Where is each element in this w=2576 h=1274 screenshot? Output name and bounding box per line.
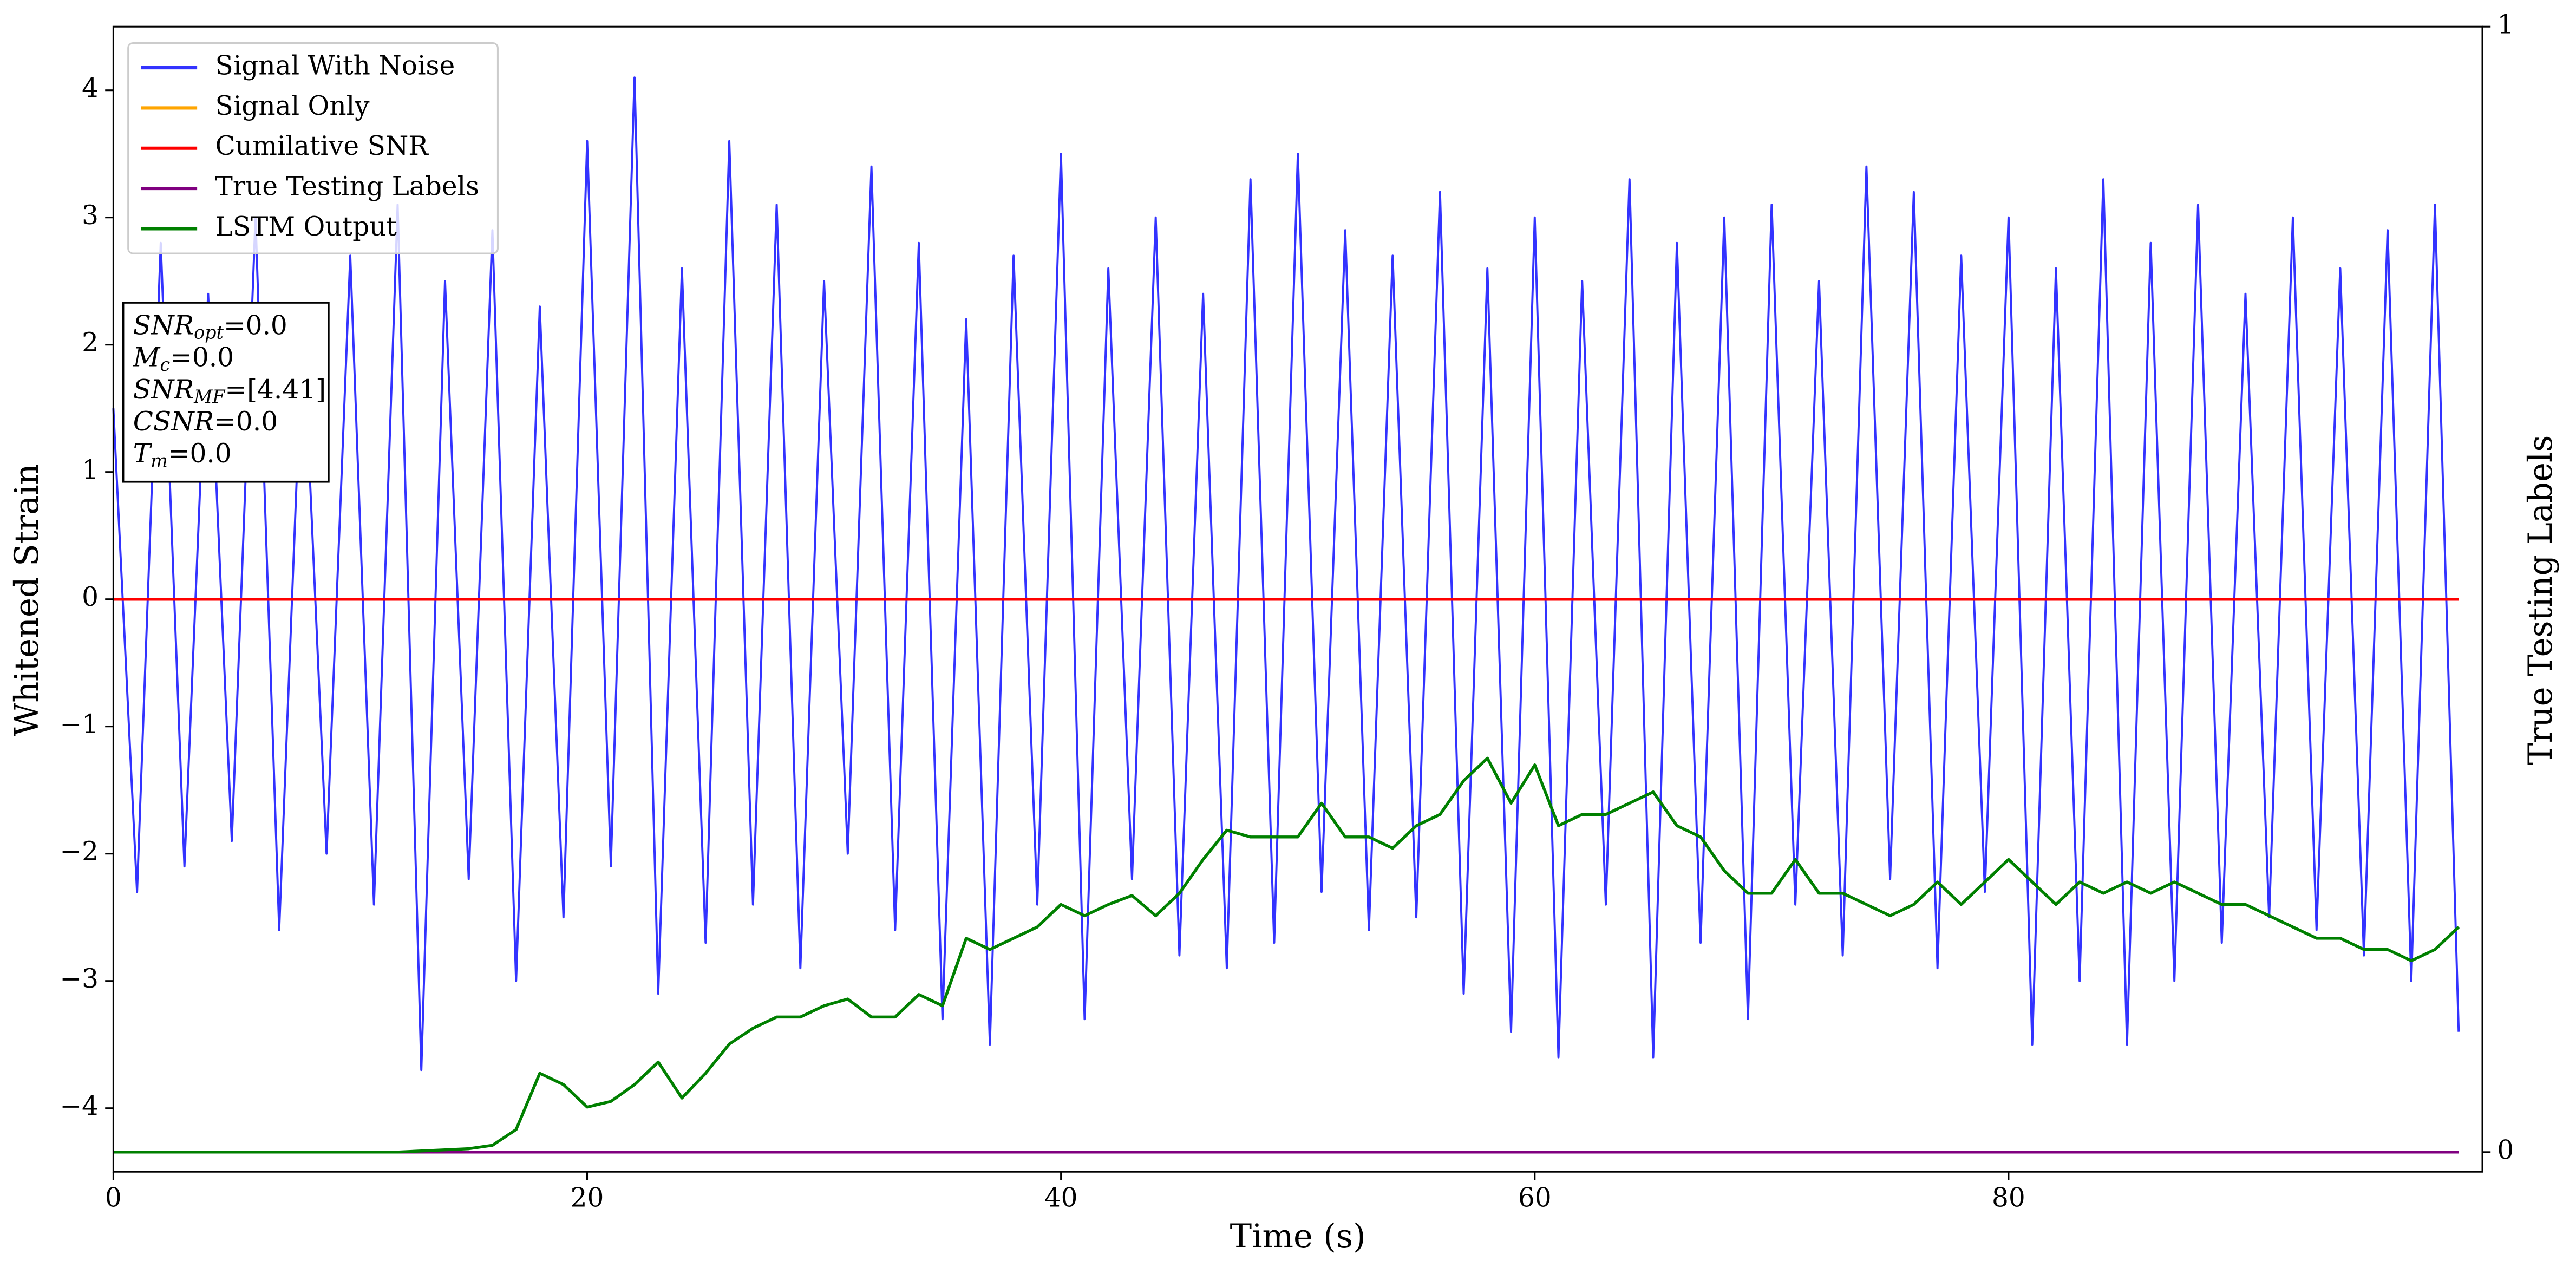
y2-tick-label: 0 (2497, 1135, 2514, 1165)
annotation-symbol: T (133, 439, 153, 469)
annotation-subscript: m (151, 450, 168, 471)
annotation: SNRopt=0.0 (133, 310, 287, 343)
annotation-frame (122, 302, 330, 483)
annotation-value: =0.0 (170, 342, 234, 373)
annotation-symbol: M (133, 342, 161, 373)
x-tick-label: 20 (571, 1182, 604, 1213)
annotation-subscript: opt (194, 322, 224, 343)
y-tick-label: 0 (82, 582, 99, 612)
legend-label: LSTM Output (215, 212, 397, 242)
legend-box (127, 42, 499, 254)
annotation: SNRMF=[4.41] (133, 374, 326, 407)
legend: Signal With Noise Signal Only Cumilative S… (127, 42, 499, 254)
y-tick-label: 2 (82, 328, 99, 358)
annotation-symbol: SNR (133, 310, 194, 341)
annotation-value: =[4.41] (225, 374, 326, 404)
annotation-value: =0.0 (168, 439, 232, 469)
legend-label: Signal With Noise (215, 51, 455, 81)
y-tick-label: −4 (60, 1091, 99, 1121)
y2-axis-label: True Testing Labels (2522, 435, 2560, 765)
y-tick-label: 1 (82, 455, 99, 485)
annotation: Mc=0.0 (133, 342, 234, 375)
x-tick-label: 40 (1044, 1182, 1078, 1213)
y2-tick-label: 1 (2497, 10, 2514, 40)
plot-area (112, 76, 2460, 1154)
y-tick-label: −2 (60, 837, 99, 867)
series-line (113, 756, 2460, 1154)
annotation-subscript: c (160, 354, 171, 375)
legend-label: True Testing Labels (215, 172, 480, 202)
annotation-symbol: SNR (133, 374, 194, 404)
y-tick-label: −1 (60, 709, 99, 740)
y-tick-label: 4 (82, 73, 99, 103)
y-tick-label: 3 (82, 200, 99, 231)
x-tick-label: 60 (1518, 1182, 1552, 1213)
legend-label: Signal Only (215, 91, 370, 121)
annotation-subscript: MF (193, 386, 226, 407)
x-tick-label: 0 (105, 1182, 122, 1213)
y-axis-label: Whitened Strain (8, 463, 46, 736)
y-tick-label: −3 (60, 964, 99, 994)
series-line (112, 76, 2460, 1072)
annotation-value: =0.0 (214, 407, 278, 437)
annotation: Tm=0.0 (133, 439, 232, 472)
legend-label: Cumilative SNR (215, 131, 429, 161)
annotation-box: SNRopt=0.0Mc=0.0SNRMF=[4.41]CSNR=0.0Tm=0… (122, 302, 330, 483)
annotation-symbol: CSNR (133, 407, 214, 437)
annotation: CSNR=0.0 (133, 407, 278, 437)
x-axis-label: Time (s) (1230, 1218, 1366, 1256)
annotation-value: =0.0 (224, 310, 287, 341)
x-tick-label: 80 (1992, 1182, 2025, 1213)
